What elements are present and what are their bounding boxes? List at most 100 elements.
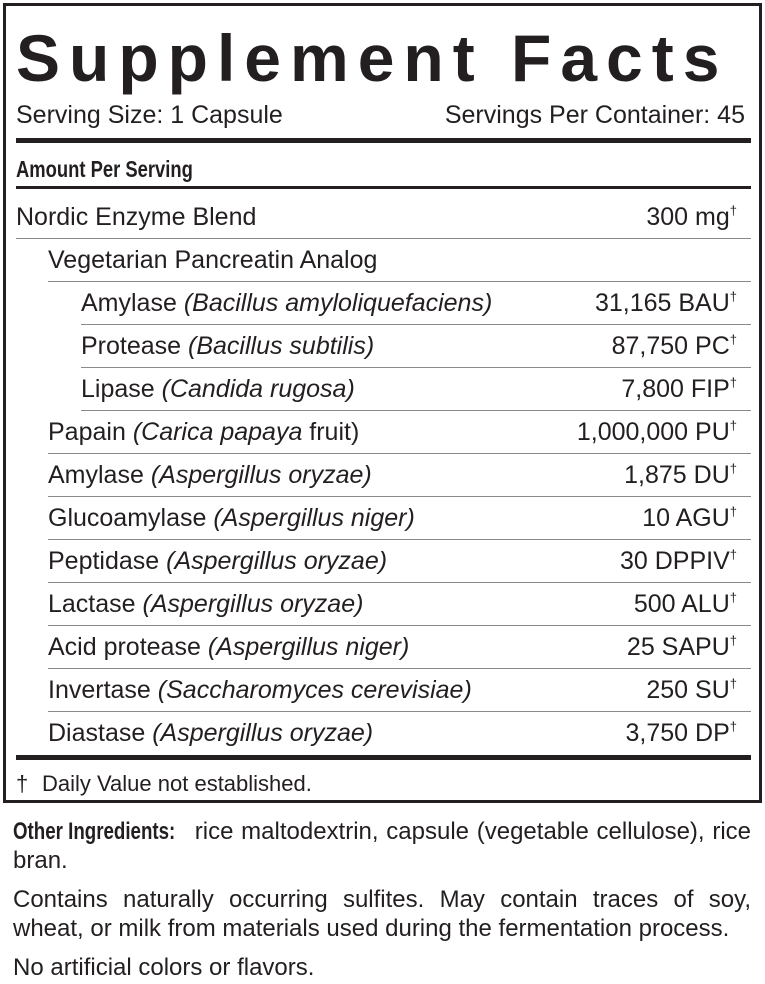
dagger-mark: †	[729, 202, 737, 218]
dagger-mark: †	[16, 771, 29, 796]
ingredient-name: Amylase (Aspergillus oryzae)	[48, 461, 372, 490]
ingredient-source: (Aspergillus oryzae)	[150, 460, 372, 489]
ingredient-row: Nordic Enzyme Blend 300 mg†	[16, 196, 751, 239]
ingredient-source: (Aspergillus oryzae)	[152, 719, 374, 747]
ingredient-source: (Bacillus subtilis)	[188, 331, 375, 360]
ingredient-source: (Aspergillus niger)	[213, 503, 415, 532]
ingredient-name: Diastase (Aspergillus oryzae)	[48, 719, 373, 748]
serving-info: Serving Size: 1 Capsule Servings Per Con…	[16, 98, 745, 132]
other-ingredients-label: Other Ingredients:	[13, 818, 176, 845]
ingredient-name: Invertase (Saccharomyces cerevisiae)	[48, 676, 472, 705]
other-ingredients: Other Ingredients: rice maltodextrin, ca…	[13, 817, 751, 875]
thick-divider	[16, 138, 751, 143]
ingredient-row: Lactase (Aspergillus oryzae) 500 ALU†	[48, 583, 751, 626]
footnote: † Daily Value not established.	[16, 769, 312, 799]
ingredient-list: Nordic Enzyme Blend 300 mg† Vegetarian Pan…	[6, 196, 751, 755]
ingredient-row: Protease (Bacillus subtilis) 87,750 PC†	[81, 325, 751, 368]
ingredient-amount: 300 mg†	[646, 203, 737, 232]
ingredient-name: Peptidase (Aspergillus oryzae)	[48, 547, 387, 576]
dagger-mark: †	[729, 632, 737, 648]
amount-value: 10 AGU	[642, 503, 730, 532]
ingredient-source: (Carica papaya	[132, 417, 303, 446]
dagger-mark: †	[729, 417, 737, 433]
ingredient-name: Vegetarian Pancreatin Analog	[48, 246, 377, 275]
amount-value: 300 mg	[646, 202, 730, 231]
ingredient-row: Glucoamylase (Aspergillus niger) 10 AGU†	[48, 497, 751, 540]
amount-value: 25 SAPU	[626, 632, 730, 661]
amount-value: 500 ALU	[633, 589, 730, 618]
supplement-facts-panel: Supplement Facts Serving Size: 1 Capsule…	[3, 3, 762, 803]
ingredient-row: Acid protease (Aspergillus niger) 25 SAPU…	[48, 626, 751, 669]
ingredient-amount: 500 ALU†	[634, 590, 737, 619]
dagger-mark: †	[729, 288, 737, 304]
ingredient-source: (Aspergillus niger)	[207, 632, 410, 661]
ingredient-amount: 10 AGU†	[642, 504, 737, 533]
servings-per-container: Servings Per Container: 45	[444, 101, 745, 129]
serving-size: Serving Size: 1 Capsule	[16, 101, 283, 129]
ingredient-source: (Candida rugosa)	[161, 374, 355, 403]
ingredient-source: (Saccharomyces cerevisiae)	[157, 675, 472, 704]
ingredient-label: Vegetarian Pancreatin Analog	[48, 245, 378, 274]
ingredient-amount: 87,750 PC†	[612, 332, 737, 361]
dagger-mark: †	[729, 675, 737, 691]
ingredient-label: Amylase	[81, 288, 177, 317]
ingredient-name: Nordic Enzyme Blend	[16, 203, 256, 232]
amount-value: 1,875 DU	[624, 460, 730, 489]
ingredient-row: Vegetarian Pancreatin Analog	[48, 239, 751, 282]
ingredient-amount: 7,800 FIP†	[621, 375, 737, 404]
ingredient-amount: 1,000,000 PU†	[577, 418, 737, 447]
ingredient-label: Peptidase	[48, 546, 160, 575]
ingredient-name: Lactase (Aspergillus oryzae)	[48, 590, 363, 619]
ingredient-label: Lipase	[81, 374, 155, 403]
ingredient-label: Papain	[48, 417, 126, 446]
ingredient-row: Amylase (Aspergillus oryzae) 1,875 DU†	[48, 454, 751, 497]
dagger-mark: †	[729, 331, 737, 347]
amount-value: 250 SU	[646, 675, 730, 704]
ingredient-source: (Aspergillus oryzae)	[166, 546, 388, 575]
ingredient-label: Nordic Enzyme Blend	[16, 202, 257, 231]
ingredient-row: Lipase (Candida rugosa) 7,800 FIP†	[81, 368, 751, 411]
no-artificial-note: No artificial colors or flavors.	[13, 954, 315, 981]
ingredient-label: Invertase	[48, 675, 151, 704]
dagger-mark: †	[729, 719, 737, 734]
amount-value: 30 DPPIV	[619, 546, 730, 575]
ingredient-label: Glucoamylase	[48, 503, 207, 532]
dagger-mark: †	[729, 460, 737, 476]
ingredient-row: Papain (Carica papaya fruit) 1,000,000 PU…	[48, 411, 751, 454]
amount-value: 31,165 BAU	[594, 288, 730, 317]
ingredient-label: Protease	[81, 331, 182, 360]
ingredient-row: Peptidase (Aspergillus oryzae) 30 DPPIV†	[48, 540, 751, 583]
ingredient-amount: 31,165 BAU†	[595, 289, 737, 318]
dagger-mark: †	[729, 503, 737, 519]
ingredient-label: Lactase	[48, 589, 136, 618]
ingredient-source: (Aspergillus oryzae)	[142, 589, 364, 618]
footnote-text: Daily Value not established.	[42, 771, 312, 796]
ingredient-source: (Bacillus amyloliquefaciens)	[183, 288, 493, 317]
ingredient-row: Amylase (Bacillus amyloliquefaciens) 31,1…	[81, 282, 751, 325]
ingredient-name: Protease (Bacillus subtilis)	[81, 332, 374, 361]
panel-title: Supplement Facts	[16, 21, 729, 95]
ingredient-amount: 1,875 DU†	[624, 461, 737, 490]
ingredient-name: Amylase (Bacillus amyloliquefaciens)	[81, 289, 492, 318]
ingredient-label: Diastase	[48, 719, 146, 747]
amount-value: 3,750 DP	[625, 719, 730, 747]
amount-value: 87,750 PC	[611, 331, 730, 360]
ingredient-label: Amylase	[48, 460, 144, 489]
amount-value: 7,800 FIP	[621, 374, 730, 403]
amount-value: 1,000,000 PU	[576, 417, 730, 446]
ingredient-amount: 25 SAPU†	[627, 633, 737, 662]
ingredient-row: Diastase (Aspergillus oryzae) 3,750 DP†	[48, 712, 751, 755]
ingredient-name: Lipase (Candida rugosa)	[81, 375, 355, 404]
divider	[16, 186, 751, 189]
ingredient-source-suffix: fruit)	[302, 417, 360, 446]
dagger-mark: †	[729, 589, 737, 605]
ingredient-amount: 3,750 DP†	[626, 719, 737, 748]
ingredient-name: Papain (Carica papaya fruit)	[48, 418, 359, 447]
allergen-note: Contains naturally occurring sulfites. M…	[13, 886, 751, 942]
ingredient-row: Invertase (Saccharomyces cerevisiae) 250 …	[48, 669, 751, 712]
ingredient-amount: 30 DPPIV†	[620, 547, 737, 576]
other-ingredients-text: rice maltodextrin, capsule (vegetable ce…	[13, 818, 751, 874]
ingredient-name: Acid protease (Aspergillus niger)	[48, 633, 409, 662]
ingredient-label: Acid protease	[48, 632, 201, 661]
dagger-mark: †	[729, 546, 737, 562]
